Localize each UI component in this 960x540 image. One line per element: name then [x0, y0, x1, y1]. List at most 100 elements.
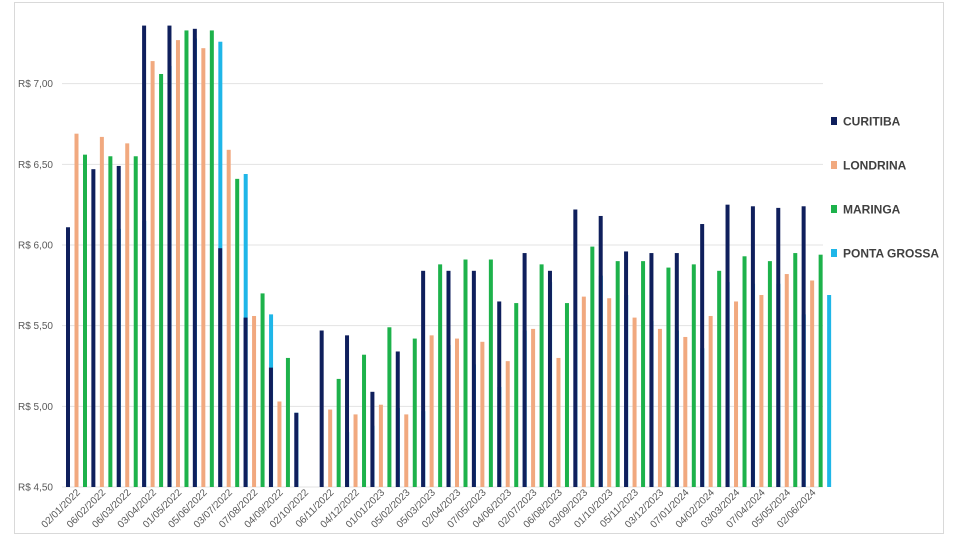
bar-londrina: [74, 133, 79, 487]
bar-maringa: [615, 261, 620, 487]
bar-londrina: [125, 143, 130, 488]
bar-curitiba: [294, 412, 299, 487]
y-tick-label: R$ 5,50: [18, 321, 53, 332]
bar-curitiba: [66, 227, 70, 487]
bar-curitiba: [700, 224, 705, 487]
legend-label: MARINGA: [843, 203, 901, 217]
legend-label: PONTA GROSSA: [843, 247, 939, 261]
bar-londrina: [784, 274, 789, 487]
legend-item: CURITIBA: [831, 115, 901, 129]
bar-curitiba: [91, 169, 96, 487]
bar-londrina: [480, 341, 485, 487]
bar-curitiba: [192, 28, 197, 488]
legend: CURITIBA LONDRINA MARINGA PONTA GROSSA: [831, 115, 939, 261]
bar-londrina: [708, 315, 713, 487]
bar-londrina: [810, 280, 815, 487]
bar-curitiba: [522, 253, 527, 487]
legend-item: PONTA GROSSA: [831, 247, 939, 261]
bar-londrina: [353, 414, 358, 487]
bar-ponta-grossa: [827, 295, 832, 487]
bar-londrina: [607, 298, 612, 487]
bar-maringa: [590, 246, 595, 487]
bar-maringa: [514, 303, 519, 487]
legend-swatch: [831, 249, 837, 257]
bar-curitiba: [395, 351, 400, 487]
bar-maringa: [184, 30, 189, 487]
bar-maringa: [818, 254, 823, 487]
bar-curitiba: [674, 253, 679, 487]
bar-maringa: [463, 259, 468, 487]
bar-maringa: [488, 259, 493, 487]
bar-londrina: [505, 361, 510, 487]
legend-label: CURITIBA: [843, 115, 901, 129]
y-tick-label: R$ 4,50: [18, 483, 53, 494]
bar-maringa: [717, 270, 722, 487]
bar-maringa: [767, 261, 772, 487]
bar-londrina: [201, 48, 206, 487]
bar-curitiba: [446, 270, 451, 487]
bar-curitiba: [116, 165, 121, 488]
y-tick-label: R$ 7,00: [18, 79, 53, 90]
bar-londrina: [632, 317, 637, 487]
bar-curitiba: [649, 253, 654, 487]
bar-maringa: [133, 156, 138, 487]
bar-londrina: [531, 328, 536, 487]
bar-maringa: [235, 178, 240, 487]
y-axis-ticks: R$ 4,50 R$ 5,00 R$ 5,50 R$ 6,00 R$ 6,50 R$ 7,…: [18, 79, 53, 493]
bar-maringa: [108, 156, 113, 487]
legend-swatch: [831, 117, 837, 125]
bar-londrina: [734, 301, 739, 487]
bar-curitiba: [370, 391, 375, 487]
bar-londrina: [277, 401, 282, 487]
bar-maringa: [564, 303, 569, 487]
bar-maringa: [793, 253, 798, 487]
bar-curitiba: [624, 251, 629, 487]
bar-maringa: [159, 73, 164, 487]
bar-londrina: [429, 335, 434, 487]
bar-maringa: [641, 261, 646, 487]
bar-maringa: [438, 264, 443, 487]
legend-swatch: [831, 205, 837, 213]
legend-swatch: [831, 161, 837, 169]
bar-londrina: [328, 409, 333, 487]
bar-curitiba: [725, 204, 730, 487]
bar-curitiba: [547, 270, 552, 487]
y-tick-label: R$ 5,00: [18, 402, 53, 413]
chart-frame: R$ 4,50 R$ 5,00 R$ 5,50 R$ 6,00 R$ 6,50 R$ 7,…: [14, 2, 944, 534]
bar-londrina: [252, 315, 257, 487]
bar-londrina: [378, 404, 383, 487]
bar-curitiba: [218, 248, 223, 487]
bar-londrina: [581, 296, 586, 487]
gridlines: [62, 83, 823, 488]
bar-londrina: [683, 336, 688, 487]
legend-item: MARINGA: [831, 203, 901, 217]
bar-maringa: [285, 357, 290, 487]
bar-curitiba: [471, 270, 476, 487]
x-axis-ticks: 02/01/202206/02/202206/03/202203/04/2022…: [40, 487, 819, 530]
bar-curitiba: [573, 209, 578, 488]
bar-curitiba: [421, 270, 426, 487]
legend-label: LONDRINA: [843, 159, 907, 173]
bar-curitiba: [142, 25, 147, 487]
bar-curitiba: [801, 206, 806, 487]
bar-maringa: [387, 327, 392, 487]
bar-maringa: [336, 378, 341, 487]
bar-maringa: [742, 256, 747, 487]
bar-chart: R$ 4,50 R$ 5,00 R$ 5,50 R$ 6,00 R$ 6,50 R$ 7,…: [18, 25, 939, 531]
bar-maringa: [209, 30, 214, 487]
bar-londrina: [175, 40, 180, 488]
bar-londrina: [226, 149, 231, 487]
bar-curitiba: [750, 206, 755, 487]
y-tick-label: R$ 6,50: [18, 160, 53, 171]
bar-maringa: [412, 338, 417, 487]
bar-maringa: [260, 293, 265, 487]
bar-maringa: [362, 354, 367, 487]
bar-londrina: [759, 295, 764, 487]
bars: [66, 25, 832, 488]
y-tick-label: R$ 6,00: [18, 241, 53, 252]
bar-curitiba: [776, 207, 781, 488]
bar-londrina: [556, 357, 561, 487]
bar-curitiba: [319, 330, 324, 487]
bar-londrina: [404, 414, 409, 487]
bar-curitiba: [167, 25, 172, 487]
